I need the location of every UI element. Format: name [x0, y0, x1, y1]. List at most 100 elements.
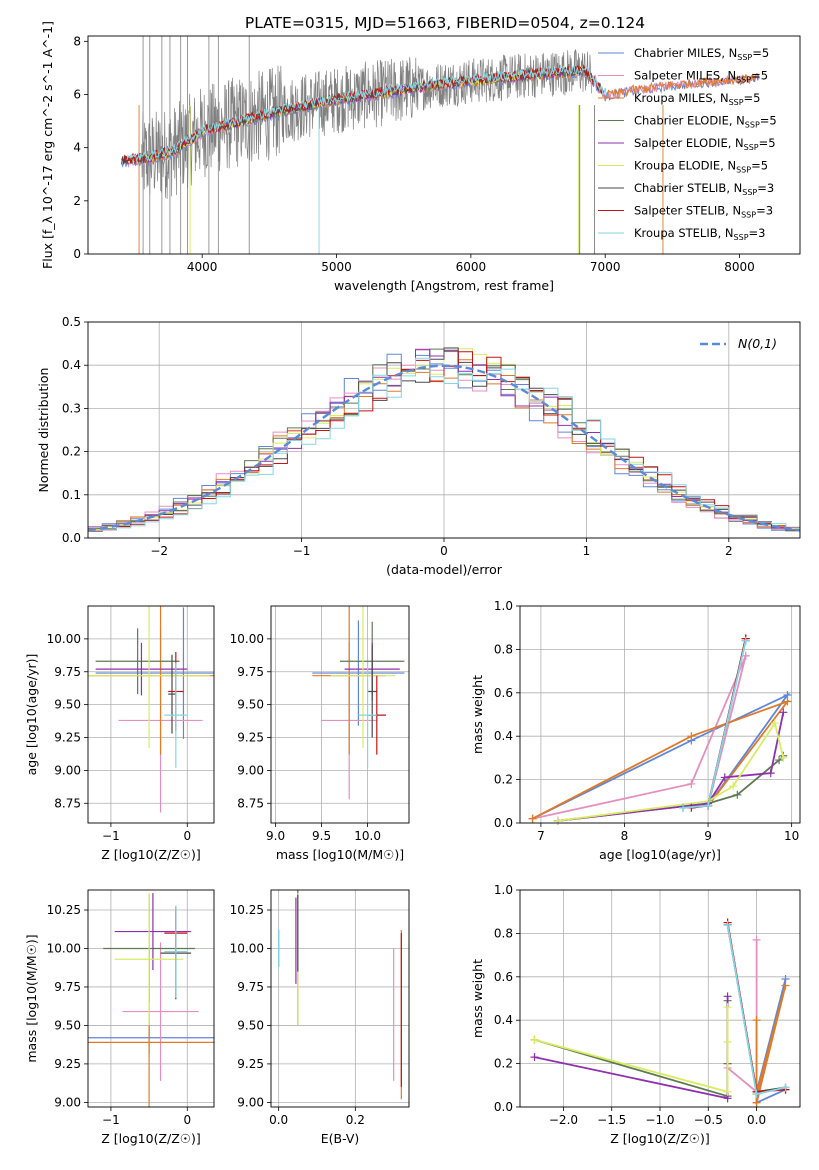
series-lines: [528, 634, 792, 825]
x-tick-label: 6000: [456, 260, 487, 274]
weight-point-marker: [770, 719, 779, 728]
y-tick-label: 0.1: [62, 488, 81, 502]
series-lines: [530, 918, 790, 1107]
y-tick-label: 0.2: [494, 1057, 513, 1071]
legend-entry-nssp-label: , N: [729, 114, 745, 128]
y-tick-label: 4: [73, 141, 81, 155]
observed-spectrum-line: [141, 49, 592, 200]
x-tick-label: 1: [583, 544, 591, 558]
x-axis-label: Z [log10(Z/Z☉)]: [101, 847, 201, 862]
plot-frame: [87, 605, 215, 824]
plot-frame: [519, 605, 801, 824]
y-tick-label: 9.50: [237, 698, 264, 712]
y-tick-label: 9.00: [237, 763, 264, 777]
legend-entry-nssp-value: =5: [751, 69, 768, 83]
legend-entry: Kroupa STELIB, NSSP=3: [634, 226, 765, 242]
weight-point-marker: [687, 732, 696, 741]
residuals-histogram-panel: −2 −1 0 1 2 0.0 0.1 0.2 0.3 0.4 0.5 (data-model)/er…: [36, 315, 801, 577]
y-axis-label: mass [log10(M/M☉)]: [24, 934, 39, 1062]
legend-entry-nssp-value: =3: [756, 204, 773, 218]
y-tick-label: 2: [73, 194, 81, 208]
legend-entry: Chabrier ELODIE, NSSP=5: [634, 114, 777, 130]
y-tick-label: 9.25: [54, 731, 81, 745]
legend-entry-name: Salpeter STELIB: [634, 204, 725, 218]
weight-point-marker: [530, 1053, 539, 1062]
y-tick-label: 0.8: [494, 642, 513, 656]
mass-vs-ebv-panel: 0.0 0.2 9.00 9.25 9.50 9.75 10.00 10.25 E(B-V): [230, 889, 410, 1146]
errorbars: [88, 893, 214, 1107]
x-axis-label: wavelength [Angstrom, rest frame]: [334, 278, 554, 293]
y-axis-label: Flux [f_λ 10^-17 erg cm^-2 s^-1 A^-1]: [40, 21, 55, 269]
legend-entry-name: Chabrier STELIB: [634, 181, 726, 195]
weight-point-marker: [723, 1037, 732, 1046]
y-tick-label: 9.00: [54, 763, 81, 777]
y-tick-label: 8: [73, 34, 81, 48]
weight-point-marker: [741, 636, 750, 645]
legend-entry-name: Kroupa ELODIE: [634, 159, 720, 173]
y-tick-label: 10.00: [230, 632, 264, 646]
weight-point-marker: [723, 1087, 732, 1096]
y-tick-label: 9.50: [54, 698, 81, 712]
legend-entry-nssp-label: , N: [721, 46, 737, 60]
y-tick-label: 9.50: [237, 1018, 264, 1032]
plot-frame: [87, 321, 801, 539]
weight-point-marker: [766, 769, 775, 778]
legend-entry-nssp-value: =5: [759, 136, 776, 150]
weight-point-marker: [528, 814, 537, 823]
legend-entry-nssp-value: =5: [751, 159, 768, 173]
y-tick-label: 9.00: [237, 1095, 264, 1109]
legend-entry-nssp-label: , N: [720, 159, 736, 173]
x-tick-label: 0.0: [747, 1113, 766, 1127]
x-tick-label: 7: [537, 829, 545, 843]
legend-entry-nssp-subscript: SSP: [729, 98, 744, 107]
x-axis-label: mass [log10(M/M☉)]: [276, 847, 404, 862]
y-tick-label: 8.75: [54, 796, 81, 810]
plot-frame: [270, 889, 410, 1108]
legend-entry-nssp-value: =5: [744, 91, 761, 105]
legend-entry-nssp-value: =3: [749, 226, 766, 240]
y-tick-label: 0.5: [62, 315, 81, 329]
legend-entry: Kroupa MILES, NSSP=5: [634, 91, 761, 107]
legend-entry-name: Salpeter MILES: [634, 69, 720, 83]
legend-entry-name: Salpeter ELODIE: [634, 136, 728, 150]
weight-point-marker: [723, 920, 732, 929]
y-axis-label: age [log10(age/yr)]: [24, 654, 39, 776]
x-axis-label: Z [log10(Z/Z☉)]: [610, 1131, 710, 1146]
y-tick-label: 0.4: [494, 1013, 513, 1027]
y-tick-label: 6: [73, 87, 81, 101]
legend-entry-nssp-label: , N: [718, 226, 734, 240]
normal-curve: [88, 364, 800, 532]
y-tick-label: 0.2: [62, 445, 81, 459]
y-tick-label: 9.25: [237, 1057, 264, 1071]
y-tick-label: 0.4: [62, 358, 81, 372]
x-tick-label: 4000: [187, 260, 218, 274]
weight-point-marker: [733, 790, 742, 799]
x-tick-label: 10.0: [354, 829, 381, 843]
errorbars: [88, 606, 214, 813]
weight-point-marker: [781, 1083, 790, 1092]
x-tick-label: −1: [293, 544, 311, 558]
x-tick-label: 0.0: [269, 1113, 288, 1127]
y-tick-label: 9.25: [237, 731, 264, 745]
x-tick-label: −1: [102, 1113, 120, 1127]
x-axis-label: (data-model)/error: [386, 562, 503, 577]
x-tick-label: 0.2: [346, 1113, 365, 1127]
x-tick-label: 5000: [321, 260, 352, 274]
y-axis-label: Normed distribution: [36, 368, 51, 493]
x-tick-label: 0: [183, 829, 191, 843]
legend-entry-nssp-subscript: SSP: [736, 166, 751, 175]
legend-entry: N(0,1): [738, 336, 777, 351]
weight-point-marker: [783, 697, 792, 706]
y-tick-label: 9.75: [237, 665, 264, 679]
age-vs-mass-panel: 9.0 9.5 10.0 8.75 9.00 9.25 9.50 9.75 10.00 mass …: [230, 605, 410, 862]
mass-vs-metallicity-panel: −1 0 9.00 9.25 9.50 9.75 10.00 10.25 Z [log10(Z/…: [24, 889, 215, 1146]
weight-point-marker: [553, 816, 562, 825]
weight-point-marker: [752, 1098, 761, 1107]
x-tick-label: 0: [183, 1113, 191, 1127]
x-tick-label: 10: [784, 829, 799, 843]
y-tick-label: 0.3: [62, 401, 81, 415]
legend-entry-nssp-subscript: SSP: [737, 53, 752, 62]
x-tick-label: −2: [150, 544, 168, 558]
weight-series-line: [557, 712, 785, 822]
